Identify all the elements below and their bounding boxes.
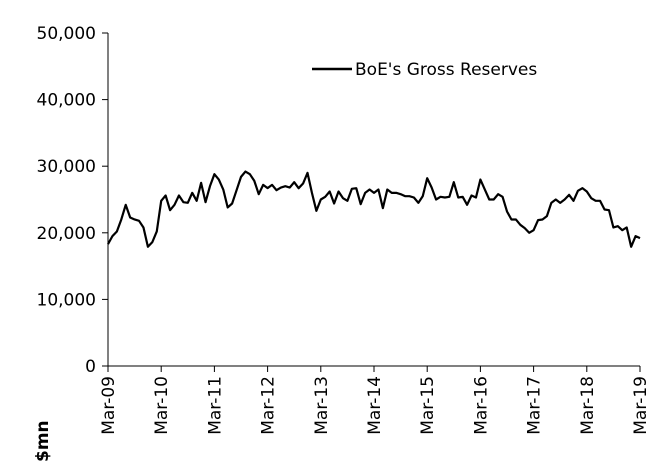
y-tick-label: 40,000	[37, 91, 96, 111]
y-tick-label: 50,000	[37, 24, 96, 44]
x-tick-label: Mar-15	[418, 376, 438, 435]
x-tick-label: Mar-13	[312, 376, 332, 435]
legend-label: BoE's Gross Reserves	[355, 60, 537, 80]
data-line	[107, 170, 641, 248]
y-tick-label: 20,000	[37, 224, 96, 244]
y-axis-label: $mn	[33, 420, 53, 462]
x-tick-label: Mar-16	[471, 376, 491, 435]
x-tick-label: Mar-09	[99, 376, 119, 435]
y-tick-label: 30,000	[37, 157, 96, 177]
y-tick-label: 0	[85, 357, 96, 377]
x-tick-label: Mar-10	[152, 376, 172, 435]
x-tick-label: Mar-17	[525, 376, 545, 435]
x-tick-label: Mar-12	[259, 376, 279, 435]
x-tick-label: Mar-19	[631, 376, 651, 435]
x-tick-label: Mar-14	[365, 376, 385, 435]
y-tick-label: 10,000	[37, 290, 96, 310]
x-tick-label: Mar-11	[205, 376, 225, 435]
x-tick-label: Mar-18	[578, 376, 598, 435]
